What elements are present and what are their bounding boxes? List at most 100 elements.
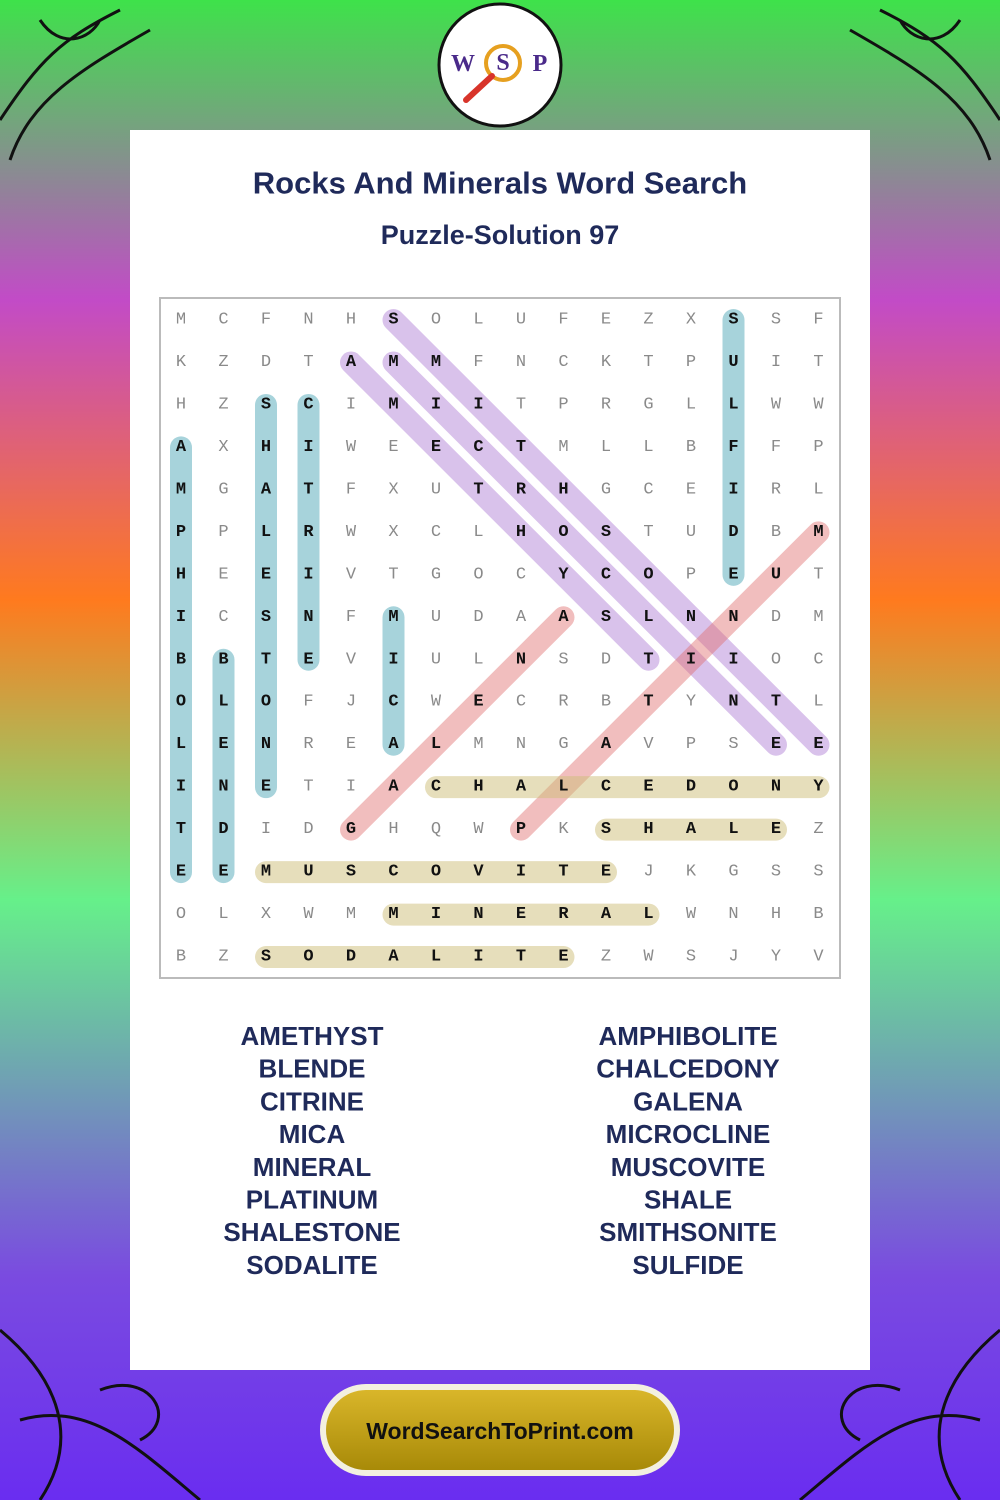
grid-letter: M xyxy=(388,353,398,372)
grid-letter: N xyxy=(516,650,526,669)
footer-site[interactable]: WordSearchToPrint.com xyxy=(366,1418,634,1444)
grid-letter: C xyxy=(516,693,526,712)
grid-letter: N xyxy=(686,608,696,627)
highlight xyxy=(382,309,830,756)
grid-letter: T xyxy=(516,395,526,414)
grid-letter: M xyxy=(176,480,186,499)
grid-letter: Y xyxy=(813,778,824,797)
grid-letter: W xyxy=(686,905,697,924)
word: MICROCLINE xyxy=(606,1119,771,1149)
grid-letter: F xyxy=(346,480,356,499)
grid-letter: I xyxy=(728,480,738,499)
grid-letter: A xyxy=(388,778,399,797)
grid-letter: I xyxy=(176,608,186,627)
grid-letter: U xyxy=(771,565,781,584)
word: SHALE xyxy=(644,1185,732,1215)
grid-letter: I xyxy=(771,353,781,372)
grid-letter: U xyxy=(728,353,738,372)
grid-letter: N xyxy=(728,608,738,627)
grid-letter: I xyxy=(303,565,313,584)
grid-letter: M xyxy=(813,608,823,627)
grid-letter: H xyxy=(176,565,186,584)
grid-letter: E xyxy=(686,480,696,499)
grid-letter: T xyxy=(558,863,568,882)
grid-letter: U xyxy=(516,311,526,330)
highlights xyxy=(170,309,830,969)
grid-letter: X xyxy=(218,438,228,457)
grid-letter: P xyxy=(516,820,526,839)
grid-letter: Z xyxy=(218,395,228,414)
grid-letter: H xyxy=(558,480,568,499)
grid-letter: E xyxy=(473,693,483,712)
grid-letter: N xyxy=(218,778,228,797)
grid-letter: L xyxy=(473,650,483,669)
grid-letter: C xyxy=(218,608,228,627)
grid-letter: E xyxy=(643,778,653,797)
grid-letter: X xyxy=(388,480,398,499)
grid-letter: R xyxy=(558,693,568,712)
grid-letter: O xyxy=(771,650,781,669)
grid-letter: M xyxy=(176,311,186,330)
grid-letter: A xyxy=(601,735,612,754)
grid-letter: A xyxy=(346,353,357,372)
grid-letter: O xyxy=(473,565,483,584)
footer-pill xyxy=(326,1390,674,1470)
grid-letter: C xyxy=(388,693,398,712)
grid-letter: S xyxy=(558,650,568,669)
highlight xyxy=(340,606,575,841)
grid-letter: W xyxy=(473,820,484,839)
grid-letter: V xyxy=(473,863,484,882)
grid-letter: G xyxy=(431,565,441,584)
grid-letter: M xyxy=(558,438,568,457)
grid-letter: T xyxy=(516,438,526,457)
grid-letter: C xyxy=(558,353,568,372)
grid-letter: I xyxy=(728,650,738,669)
grid-letter: S xyxy=(601,820,611,839)
grid-letter: L xyxy=(431,735,441,754)
grid-letter: M xyxy=(388,395,398,414)
grid-letter: E xyxy=(218,565,228,584)
grid-letter: E xyxy=(388,438,398,457)
grid-letter: F xyxy=(813,311,823,330)
word: AMPHIBOLITE xyxy=(598,1021,777,1051)
grid-letter: H xyxy=(388,820,398,839)
grid-letter: R xyxy=(303,735,313,754)
word: SHALESTONE xyxy=(223,1217,400,1247)
grid-letter: P xyxy=(218,523,228,542)
grid-letter: L xyxy=(261,523,271,542)
grid-letter: A xyxy=(516,608,527,627)
word: BLENDE xyxy=(259,1054,366,1084)
letter-grid: M C F N H S O L U F E Z X S S F K Z D T A M M F N C K T P U I T H Z S C I M I I… xyxy=(176,311,825,967)
grid-letter: U xyxy=(686,523,696,542)
grid-letter: L xyxy=(643,905,653,924)
grid-letter: T xyxy=(261,650,271,669)
grid-letter: S xyxy=(771,863,781,882)
grid-letter: T xyxy=(813,353,823,372)
grid-letter: R xyxy=(771,480,781,499)
grid-letter: S xyxy=(261,608,271,627)
grid-letter: W xyxy=(303,905,314,924)
grid-letter: L xyxy=(643,608,653,627)
grid-letter: B xyxy=(686,438,696,457)
grid-letter: T xyxy=(303,778,313,797)
grid-letter: O xyxy=(728,778,738,797)
grid-letter: D xyxy=(473,608,483,627)
grid-letter: O xyxy=(431,863,441,882)
grid-letter: L xyxy=(728,820,738,839)
grid-letter: I xyxy=(388,650,398,669)
grid-letter: A xyxy=(601,905,612,924)
grid-letter: N xyxy=(516,735,526,754)
grid-letter: H xyxy=(346,311,356,330)
grid-letter: Y xyxy=(686,693,696,712)
logo-letter: P xyxy=(533,51,548,77)
grid-letter: L xyxy=(813,480,823,499)
word-list: AMETHYSTBLENDECITRINEMICAMINERALPLATINUM… xyxy=(223,1021,779,1280)
grid-letter: E xyxy=(261,778,271,797)
grid-letter: O xyxy=(558,523,568,542)
grid-letter: W xyxy=(771,395,782,414)
grid-letter: D xyxy=(261,353,271,372)
grid-letter: O xyxy=(176,693,186,712)
grid-letter: R xyxy=(516,480,527,499)
grid-letter: F xyxy=(303,693,313,712)
grid-letter: C xyxy=(431,523,441,542)
